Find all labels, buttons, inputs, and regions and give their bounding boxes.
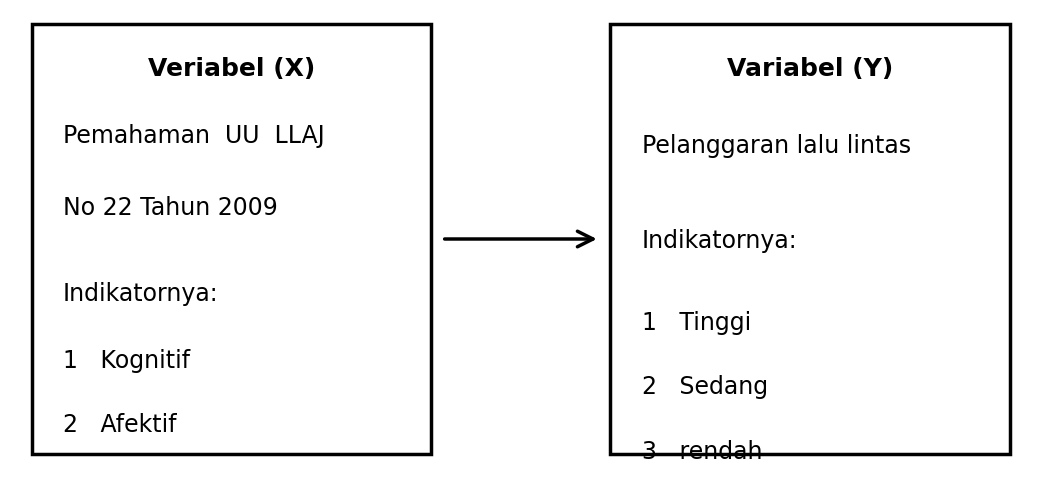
Text: 1   Kognitif: 1 Kognitif (63, 349, 190, 373)
Text: Variabel (Y): Variabel (Y) (727, 57, 893, 81)
Text: Pelanggaran lalu lintas: Pelanggaran lalu lintas (642, 134, 911, 158)
Text: 2   Sedang: 2 Sedang (642, 375, 768, 399)
Text: Indikatornya:: Indikatornya: (642, 229, 797, 253)
Bar (610, 24, 1010, 454)
Text: 1   Tinggi: 1 Tinggi (642, 311, 751, 335)
Bar (32, 24, 431, 454)
Text: 3   rendah: 3 rendah (642, 440, 763, 464)
Text: 2   Afektif: 2 Afektif (63, 413, 177, 437)
Text: Pemahaman  UU  LLAJ: Pemahaman UU LLAJ (63, 124, 325, 148)
Text: No 22 Tahun 2009: No 22 Tahun 2009 (63, 196, 278, 220)
Text: Indikatornya:: Indikatornya: (63, 282, 219, 306)
Text: Veriabel (X): Veriabel (X) (148, 57, 315, 81)
